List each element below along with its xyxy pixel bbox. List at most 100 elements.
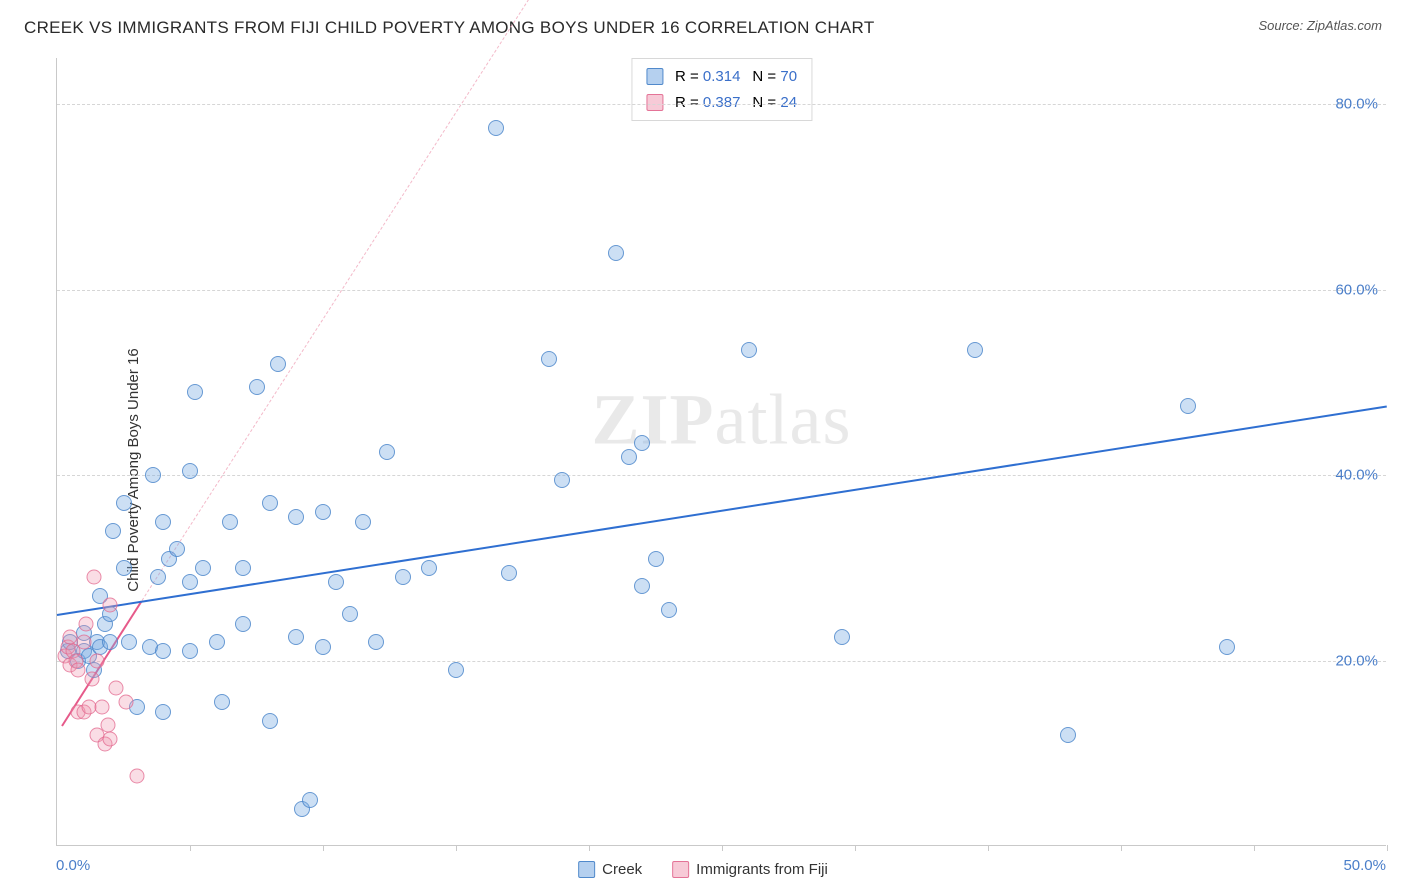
- data-point-creek: [834, 629, 850, 645]
- legend-row-creek: R = 0.314 N = 70: [646, 64, 797, 90]
- data-point-creek: [270, 356, 286, 372]
- y-tick-label: 40.0%: [1335, 467, 1378, 484]
- y-tick-label: 80.0%: [1335, 96, 1378, 113]
- source-attribution: Source: ZipAtlas.com: [1258, 18, 1382, 33]
- data-point-creek: [116, 495, 132, 511]
- data-point-fiji: [95, 699, 110, 714]
- gridline-horizontal: [57, 104, 1386, 105]
- plot-area: ZIPatlas R = 0.314 N = 70 R = 0.387 N = …: [56, 58, 1386, 846]
- data-point-creek: [288, 629, 304, 645]
- data-point-creek: [155, 704, 171, 720]
- gridline-horizontal: [57, 661, 1386, 662]
- data-point-creek: [395, 569, 411, 585]
- r-value-creek: 0.314: [703, 68, 741, 85]
- x-axis-max-label: 50.0%: [1343, 857, 1386, 874]
- data-point-creek: [368, 634, 384, 650]
- data-point-creek: [150, 569, 166, 585]
- n-value-fiji: 24: [780, 94, 797, 111]
- x-tick-mark: [855, 845, 856, 851]
- data-point-fiji: [84, 672, 99, 687]
- legend-row-fiji: R = 0.387 N = 24: [646, 90, 797, 116]
- x-tick-mark: [1387, 845, 1388, 851]
- data-point-creek: [302, 792, 318, 808]
- data-point-creek: [315, 639, 331, 655]
- chart-title: CREEK VS IMMIGRANTS FROM FIJI CHILD POVE…: [24, 18, 875, 38]
- x-tick-mark: [1254, 845, 1255, 851]
- data-point-creek: [249, 379, 265, 395]
- legend-item-fiji: Immigrants from Fiji: [672, 861, 828, 878]
- data-point-creek: [155, 643, 171, 659]
- data-point-creek: [182, 643, 198, 659]
- data-point-creek: [187, 384, 203, 400]
- gridline-horizontal: [57, 290, 1386, 291]
- x-tick-mark: [589, 845, 590, 851]
- y-tick-label: 20.0%: [1335, 652, 1378, 669]
- chart-header: CREEK VS IMMIGRANTS FROM FIJI CHILD POVE…: [0, 0, 1406, 38]
- data-point-creek: [621, 449, 637, 465]
- data-point-creek: [448, 662, 464, 678]
- n-value-creek: 70: [780, 68, 797, 85]
- data-point-fiji: [89, 653, 104, 668]
- data-point-creek: [355, 514, 371, 530]
- data-point-creek: [105, 523, 121, 539]
- data-point-creek: [967, 342, 983, 358]
- trend-line: [57, 406, 1387, 617]
- data-point-creek: [155, 514, 171, 530]
- data-point-creek: [379, 444, 395, 460]
- source-prefix: Source:: [1258, 18, 1306, 33]
- data-point-fiji: [119, 695, 134, 710]
- x-tick-mark: [190, 845, 191, 851]
- y-tick-label: 60.0%: [1335, 281, 1378, 298]
- data-point-creek: [209, 634, 225, 650]
- data-point-fiji: [100, 718, 115, 733]
- data-point-creek: [501, 565, 517, 581]
- data-point-creek: [235, 616, 251, 632]
- data-point-fiji: [71, 662, 86, 677]
- data-point-creek: [328, 574, 344, 590]
- data-point-creek: [741, 342, 757, 358]
- data-point-fiji: [129, 769, 144, 784]
- data-point-creek: [488, 120, 504, 136]
- correlation-legend: R = 0.314 N = 70 R = 0.387 N = 24: [631, 58, 812, 121]
- data-point-creek: [116, 560, 132, 576]
- x-tick-mark: [1121, 845, 1122, 851]
- data-point-creek: [554, 472, 570, 488]
- x-tick-mark: [323, 845, 324, 851]
- legend-label-fiji: Immigrants from Fiji: [696, 861, 828, 878]
- data-point-creek: [195, 560, 211, 576]
- gridline-horizontal: [57, 475, 1386, 476]
- swatch-pink-icon: [646, 94, 663, 111]
- data-point-creek: [608, 245, 624, 261]
- data-point-creek: [102, 634, 118, 650]
- chart-area: Child Poverty Among Boys Under 16 ZIPatl…: [0, 48, 1406, 892]
- r-value-fiji: 0.387: [703, 94, 741, 111]
- data-point-creek: [214, 694, 230, 710]
- data-point-creek: [288, 509, 304, 525]
- watermark-zip: ZIP: [592, 380, 715, 460]
- data-point-creek: [222, 514, 238, 530]
- source-name: ZipAtlas.com: [1307, 18, 1382, 33]
- trend-line: [142, 0, 611, 601]
- data-point-fiji: [103, 597, 118, 612]
- data-point-fiji: [79, 616, 94, 631]
- x-tick-mark: [988, 845, 989, 851]
- x-axis-min-label: 0.0%: [56, 857, 90, 874]
- data-point-creek: [169, 541, 185, 557]
- series-legend: Creek Immigrants from Fiji: [578, 861, 828, 878]
- x-tick-mark: [722, 845, 723, 851]
- legend-label-creek: Creek: [602, 861, 642, 878]
- data-point-fiji: [108, 681, 123, 696]
- x-tick-mark: [456, 845, 457, 851]
- data-point-creek: [315, 504, 331, 520]
- data-point-creek: [262, 713, 278, 729]
- data-point-fiji: [87, 570, 102, 585]
- data-point-creek: [235, 560, 251, 576]
- legend-item-creek: Creek: [578, 861, 642, 878]
- data-point-fiji: [103, 732, 118, 747]
- data-point-creek: [661, 602, 677, 618]
- swatch-pink-icon: [672, 861, 689, 878]
- swatch-blue-icon: [578, 861, 595, 878]
- data-point-creek: [262, 495, 278, 511]
- data-point-creek: [634, 578, 650, 594]
- data-point-creek: [1060, 727, 1076, 743]
